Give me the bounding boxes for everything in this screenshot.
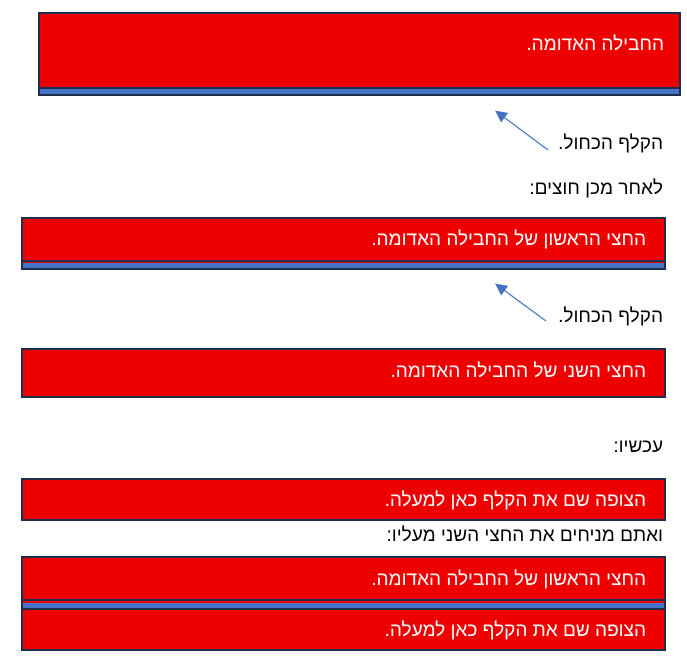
red-deck-strip: החבילה האדומה. — [38, 12, 681, 96]
blue-card-stripe — [40, 89, 679, 94]
red-fill — [23, 219, 664, 262]
then-cut-text: לאחר מכן חוצים: — [529, 178, 663, 199]
second-half-strip: החצי השני של החבילה האדומה. — [21, 348, 666, 398]
blue-card-label: הקלף הכחול. — [558, 133, 663, 154]
blue-card-stripe — [23, 263, 664, 268]
red-deck-fill — [40, 14, 679, 89]
strip-text-bottom: הצופה שם את הקלף כאן למעלה. — [384, 620, 646, 641]
spectator-card-strip: הצופה שם את הקלף כאן למעלה. — [21, 478, 666, 521]
strip-text: החבילה האדומה. — [526, 34, 664, 55]
strip-text: הצופה שם את הקלף כאן למעלה. — [384, 490, 646, 511]
strip-text-top: החצי הראשון של החבילה האדומה. — [371, 569, 646, 590]
strip-text: החצי הראשון של החבילה האדומה. — [371, 229, 646, 250]
now-text: עכשיו: — [613, 436, 663, 457]
red-fill-top — [23, 558, 664, 601]
arrow-1 — [495, 110, 549, 151]
combined-strip: החצי הראשון של החבילה האדומה. הצופה שם א… — [21, 556, 666, 651]
first-half-strip: החצי הראשון של החבילה האדומה. — [21, 217, 666, 270]
blue-card-stripe — [23, 603, 664, 610]
place-half-text: ואתם מניחים את החצי השני מעליו: — [386, 525, 663, 546]
strip-text: החצי השני של החבילה האדומה. — [390, 361, 646, 382]
arrow-2 — [495, 283, 547, 322]
blue-card-label: הקלף הכחול. — [558, 306, 663, 327]
